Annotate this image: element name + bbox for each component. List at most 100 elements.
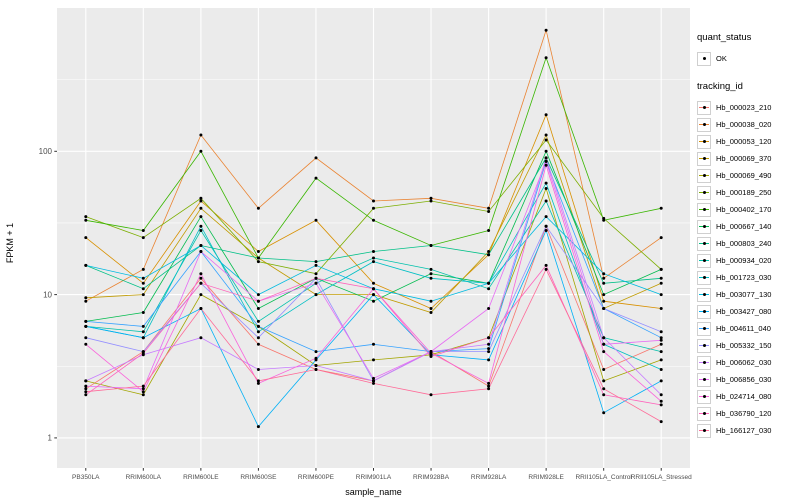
- data-point: [544, 187, 548, 190]
- legend-item: Hb_166127_030: [697, 422, 799, 439]
- data-point: [256, 336, 260, 340]
- data-point: [372, 342, 375, 346]
- data-point: [141, 351, 145, 355]
- series-key-icon: [697, 321, 711, 336]
- data-point: [602, 218, 606, 222]
- tracking-id-legend-items: Hb_000023_210 Hb_000038_020 Hb_000053_120 H…: [697, 99, 799, 439]
- data-point: [544, 163, 548, 167]
- data-point: [314, 272, 318, 276]
- legend-item-label: Hb_024714_080: [716, 392, 772, 401]
- x-tick-label: RRIM600LE: [183, 474, 219, 481]
- data-point: [487, 307, 491, 310]
- data-point: [141, 311, 145, 314]
- x-axis-title: sample_name: [345, 487, 402, 497]
- x-tick-label: RRII105LA_Control: [575, 474, 632, 481]
- data-point: [314, 263, 318, 267]
- legend-title-tracking-id: tracking_id: [697, 81, 743, 92]
- data-point: [84, 299, 88, 303]
- series-key-icon: [697, 219, 711, 234]
- series-key-icon: [697, 134, 711, 149]
- data-point: [141, 229, 145, 232]
- data-point: [487, 206, 491, 210]
- data-point: [199, 244, 203, 247]
- legend: quant_status OK tracking_id Hb_000023_21…: [697, 26, 799, 439]
- legend-item-label: Hb_004611_040: [716, 324, 771, 333]
- data-point: [84, 218, 88, 222]
- data-point: [602, 342, 606, 346]
- data-point: [602, 411, 606, 415]
- legend-item: Hb_006062_030: [697, 354, 799, 371]
- data-point: [199, 199, 203, 203]
- legend-item: Hb_000069_490: [697, 167, 799, 184]
- data-point: [141, 393, 145, 397]
- data-point: [544, 159, 548, 163]
- data-point: [314, 364, 318, 367]
- legend-item-label: Hb_001723_030: [716, 273, 772, 282]
- data-point: [84, 319, 88, 323]
- data-point: [487, 336, 491, 340]
- data-point: [429, 311, 433, 314]
- legend-item: Hb_001723_030: [697, 269, 799, 286]
- legend-item-label: Hb_000402_170: [716, 205, 772, 214]
- data-point: [372, 218, 375, 222]
- series-key-icon: [697, 151, 711, 166]
- series-key-icon: [697, 253, 711, 268]
- x-tick-label: RRIM928BA: [413, 474, 450, 481]
- legend-item-label: Hb_003427_080: [716, 307, 772, 316]
- data-point: [84, 324, 88, 328]
- data-point: [602, 272, 606, 276]
- data-point: [659, 267, 663, 271]
- legend-item: Hb_000667_140: [697, 218, 799, 235]
- legend-item-label: Hb_166127_030: [716, 426, 772, 435]
- data-point: [84, 387, 88, 391]
- data-point: [372, 381, 375, 385]
- data-point: [256, 324, 260, 328]
- y-tick-label: 100: [39, 147, 53, 156]
- series-key-icon: [697, 389, 711, 404]
- data-point: [659, 379, 663, 383]
- data-point: [602, 368, 606, 371]
- data-point: [199, 336, 203, 340]
- data-point: [429, 299, 433, 303]
- data-point: [544, 156, 548, 160]
- data-point: [487, 381, 491, 385]
- series-key-icon: [697, 355, 711, 370]
- series-key-icon: [697, 185, 711, 200]
- data-point: [372, 199, 375, 203]
- x-tick-label: PB350LA: [72, 474, 100, 481]
- y-tick-label: 1: [48, 434, 53, 443]
- legend-item: Hb_006856_030: [697, 371, 799, 388]
- data-point: [199, 206, 203, 210]
- legend-item: Hb_024714_080: [697, 388, 799, 405]
- data-point: [84, 342, 88, 346]
- data-point: [256, 379, 260, 383]
- data-point: [256, 250, 260, 253]
- data-point: [314, 368, 318, 371]
- data-point: [487, 358, 491, 362]
- data-point: [256, 260, 260, 264]
- data-point: [314, 293, 318, 297]
- data-point: [141, 324, 145, 328]
- legend-item-label: Hb_000667_140: [716, 222, 772, 231]
- legend-item-label: Hb_036790_120: [716, 409, 772, 418]
- y-axis-title: FPKM + 1: [5, 222, 15, 264]
- data-point: [141, 330, 145, 334]
- data-point: [372, 358, 375, 362]
- data-point: [314, 156, 318, 160]
- data-point: [84, 390, 88, 394]
- data-point: [256, 256, 260, 260]
- data-point: [372, 260, 375, 264]
- data-point: [544, 28, 548, 32]
- series-key-icon: [697, 372, 711, 387]
- data-point: [659, 236, 663, 240]
- data-point: [659, 368, 663, 371]
- data-point: [659, 338, 663, 342]
- series-key-icon: [697, 270, 711, 285]
- data-point: [659, 399, 663, 403]
- x-tick-label: RRIM600LA: [126, 474, 162, 481]
- series-key-icon: [697, 406, 711, 421]
- data-point: [141, 336, 145, 340]
- data-point: [84, 393, 88, 397]
- data-point: [602, 281, 606, 285]
- y-tick-label: 10: [43, 290, 52, 299]
